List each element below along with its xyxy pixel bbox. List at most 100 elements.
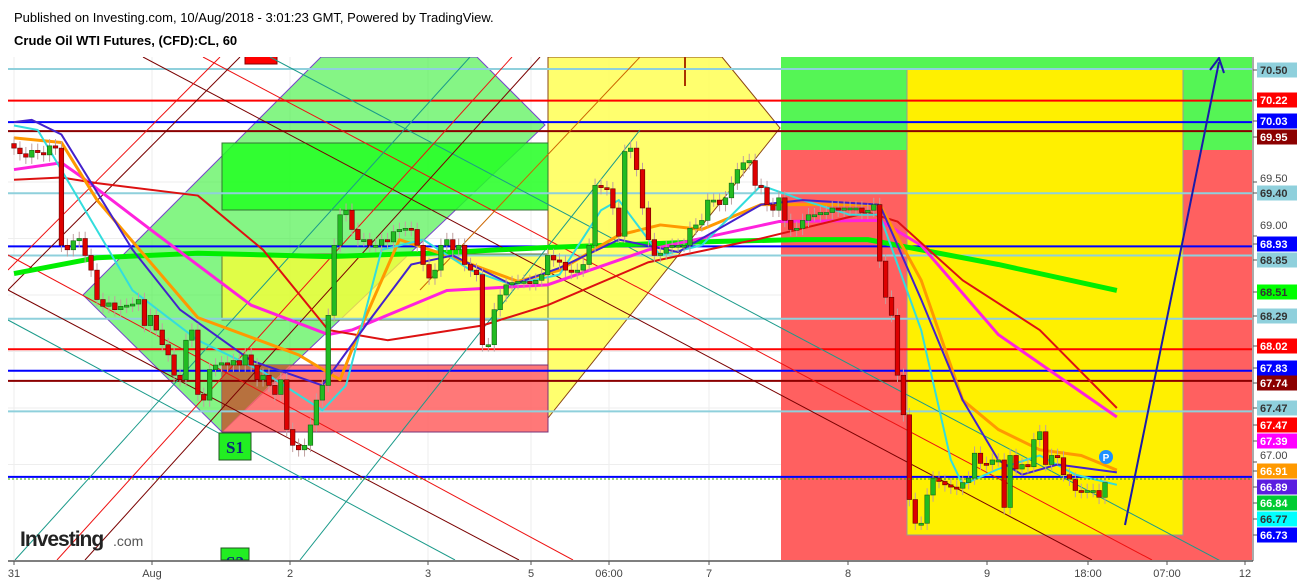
candle-body-down <box>764 187 770 205</box>
candle <box>248 348 254 372</box>
candle <box>1090 483 1096 498</box>
candle <box>450 232 456 257</box>
candle-body-down <box>420 244 426 265</box>
candle <box>402 221 408 237</box>
candle-body-up <box>669 244 675 248</box>
candle-body-up <box>823 212 829 215</box>
price-label: 66.77 <box>1253 511 1297 527</box>
candle-body-up <box>343 209 349 216</box>
candle <box>515 274 521 290</box>
price-label: 68.02 <box>1253 338 1297 354</box>
candle-body-up <box>989 459 995 465</box>
candle <box>639 162 646 215</box>
candle <box>800 213 806 236</box>
candle <box>153 308 159 337</box>
candle-body-up <box>711 199 717 203</box>
candle <box>971 446 978 485</box>
candle-body-up <box>687 228 693 246</box>
candle-body-down <box>52 145 59 149</box>
candle <box>349 203 355 237</box>
price-label-text: 68.85 <box>1260 255 1288 267</box>
candle-body-down <box>568 269 574 273</box>
candle-body-down <box>141 299 148 326</box>
candle <box>1013 448 1019 476</box>
candle-body-down <box>1025 464 1031 468</box>
candle <box>390 224 397 249</box>
candle-body-up <box>847 207 853 211</box>
candle <box>628 141 634 159</box>
candle <box>41 145 47 162</box>
candle <box>135 292 142 311</box>
candle <box>384 232 391 249</box>
candle <box>681 238 687 253</box>
candle-body-up <box>313 399 319 426</box>
candle-body-down <box>236 360 242 366</box>
candle-body-down <box>645 207 652 240</box>
candle-body-up <box>325 315 331 386</box>
candle <box>841 201 847 218</box>
candle-body-up <box>337 214 343 246</box>
candle-body-down <box>195 329 201 395</box>
candle-body-up <box>260 374 266 381</box>
candle <box>888 290 895 323</box>
candle-body-up <box>924 494 930 524</box>
candle <box>687 221 693 253</box>
chart-title: Crude Oil WTI Futures, (CFD):CL, 60 <box>14 33 238 48</box>
s1-marker[interactable]: S1 <box>218 432 252 461</box>
candle-body-up <box>853 207 859 211</box>
x-tick-label: 7 <box>706 568 712 580</box>
candle <box>1025 457 1031 474</box>
candle-body-down <box>770 204 776 211</box>
candle <box>1001 453 1007 515</box>
candle-body-up <box>971 452 978 479</box>
candle <box>141 292 148 333</box>
trend-line <box>202 57 1153 560</box>
candle-body-down <box>1078 490 1084 493</box>
candle <box>604 180 610 196</box>
candle <box>272 378 278 402</box>
price-label: 67.47 <box>1253 417 1297 433</box>
candle <box>865 203 871 220</box>
candle <box>426 257 432 285</box>
candle-body-up <box>800 220 806 229</box>
price-label: 67.74 <box>1253 375 1297 391</box>
candle-body-down <box>877 204 883 262</box>
candle-body-up <box>331 244 337 316</box>
s2-marker[interactable]: S2 <box>220 547 250 572</box>
candle <box>165 337 171 362</box>
candle <box>11 136 17 155</box>
candle-body-down <box>954 486 960 490</box>
candle <box>212 358 219 377</box>
candle <box>669 238 675 255</box>
candle <box>88 248 94 277</box>
pivot-icon[interactable]: P <box>1099 450 1113 464</box>
trend-line <box>8 57 241 291</box>
candle <box>147 308 153 333</box>
x-tick-label: 07:00 <box>1153 568 1181 580</box>
candle <box>420 238 426 272</box>
price-label-text: 68.29 <box>1260 311 1288 323</box>
s2-label: S2 <box>226 553 244 572</box>
candle <box>918 516 924 531</box>
candle <box>337 207 343 253</box>
candle <box>379 232 385 253</box>
candle <box>201 387 207 407</box>
candle-body-up <box>29 150 35 158</box>
candle-body-up <box>497 294 503 310</box>
candle <box>651 232 657 263</box>
candle <box>491 302 497 352</box>
candle <box>408 221 414 237</box>
price-label-text: 70.50 <box>1260 65 1288 77</box>
candle-body-down <box>35 150 41 153</box>
x-tick-label: 9 <box>984 568 990 580</box>
candle <box>533 273 539 291</box>
candle-body-up <box>70 240 76 251</box>
candle-body-up <box>432 269 438 279</box>
candle-body-down <box>883 260 889 298</box>
candle <box>479 267 486 352</box>
x-tick-label: Aug <box>142 568 162 580</box>
candle-body-down <box>296 444 302 451</box>
candle <box>112 296 118 317</box>
candle-body-down <box>408 228 414 231</box>
